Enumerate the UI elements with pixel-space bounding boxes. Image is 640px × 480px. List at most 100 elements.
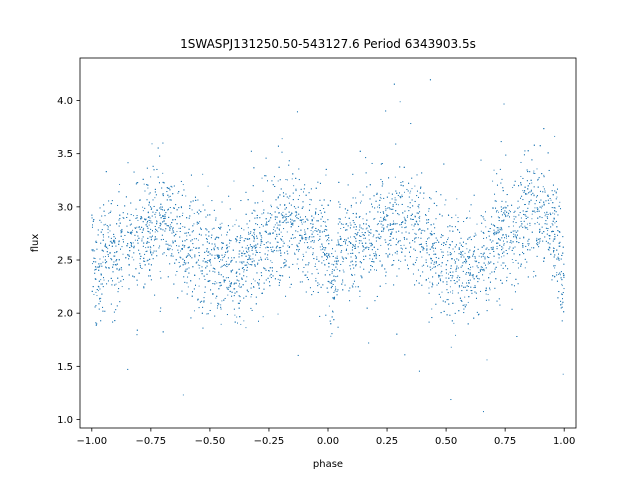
scatter-point	[428, 210, 430, 212]
scatter-point	[357, 231, 359, 233]
scatter-point	[485, 211, 486, 213]
scatter-point	[228, 286, 230, 288]
scatter-point	[431, 230, 433, 232]
scatter-point	[519, 237, 521, 239]
scatter-point	[543, 174, 545, 176]
scatter-point	[94, 272, 96, 274]
scatter-point	[464, 258, 466, 260]
scatter-point	[225, 260, 227, 262]
scatter-point	[486, 359, 488, 361]
scatter-point	[291, 222, 293, 224]
scatter-point	[309, 287, 311, 289]
scatter-point	[320, 249, 322, 251]
scatter-point	[377, 248, 379, 250]
scatter-point	[336, 263, 338, 265]
scatter-point	[528, 244, 529, 246]
scatter-point	[562, 298, 563, 300]
scatter-point	[135, 208, 137, 210]
scatter-point	[122, 217, 124, 219]
scatter-point	[128, 258, 130, 260]
scatter-point	[315, 208, 317, 210]
scatter-point	[259, 233, 261, 235]
scatter-point	[508, 209, 510, 211]
scatter-point	[555, 191, 557, 193]
scatter-point	[300, 234, 302, 236]
scatter-point	[473, 194, 475, 196]
scatter-point	[325, 225, 327, 227]
scatter-point	[483, 279, 485, 281]
scatter-point	[440, 272, 442, 274]
scatter-point	[214, 281, 216, 283]
scatter-point	[411, 218, 413, 220]
scatter-point	[102, 256, 104, 258]
scatter-point	[187, 253, 189, 255]
scatter-point	[392, 208, 394, 210]
scatter-point	[147, 187, 149, 189]
scatter-point	[545, 213, 547, 215]
scatter-point	[506, 276, 508, 278]
scatter-point	[259, 247, 261, 249]
scatter-point	[508, 226, 510, 228]
scatter-point	[199, 264, 201, 266]
scatter-point	[262, 190, 264, 192]
scatter-point	[390, 244, 392, 246]
scatter-point	[226, 234, 228, 236]
scatter-point	[133, 259, 135, 261]
scatter-point	[99, 288, 101, 290]
scatter-point	[292, 263, 294, 265]
scatter-point	[180, 250, 182, 252]
scatter-point	[271, 261, 273, 263]
scatter-point	[341, 256, 343, 258]
scatter-point	[421, 230, 423, 232]
scatter-point	[468, 251, 470, 253]
scatter-point	[105, 243, 107, 245]
scatter-point	[505, 249, 507, 251]
scatter-point	[527, 207, 529, 209]
scatter-point	[130, 244, 132, 246]
scatter-point	[435, 303, 437, 305]
scatter-point	[94, 269, 96, 271]
scatter-point	[214, 271, 216, 273]
scatter-point	[97, 285, 99, 287]
scatter-point	[192, 243, 194, 245]
scatter-point	[428, 254, 430, 256]
scatter-point	[469, 236, 471, 238]
scatter-point	[497, 211, 499, 213]
scatter-point	[137, 219, 139, 221]
scatter-point	[243, 250, 245, 252]
scatter-point	[501, 237, 503, 239]
scatter-point	[453, 259, 455, 261]
scatter-point	[411, 188, 413, 190]
scatter-point	[445, 199, 447, 201]
scatter-point	[270, 249, 272, 251]
scatter-point	[502, 240, 504, 242]
scatter-point	[518, 267, 520, 269]
scatter-point	[460, 251, 462, 253]
scatter-point	[209, 262, 211, 264]
scatter-point	[541, 226, 543, 228]
scatter-point	[497, 216, 499, 218]
scatter-point	[109, 241, 111, 243]
scatter-point	[252, 185, 254, 187]
scatter-point	[460, 253, 462, 255]
scatter-point	[499, 229, 501, 231]
scatter-point	[252, 278, 254, 280]
scatter-point	[193, 223, 195, 225]
scatter-point	[111, 200, 113, 202]
scatter-point	[198, 278, 200, 280]
scatter-point	[370, 245, 372, 247]
scatter-point	[318, 283, 320, 285]
scatter-point	[441, 291, 443, 293]
scatter-point	[308, 237, 310, 239]
scatter-point	[110, 303, 112, 305]
scatter-point	[455, 214, 457, 216]
scatter-point	[355, 265, 357, 267]
scatter-point	[547, 195, 549, 197]
scatter-point	[450, 399, 452, 401]
scatter-point	[494, 193, 496, 195]
scatter-point	[423, 264, 425, 266]
scatter-point	[425, 261, 427, 263]
scatter-point	[275, 247, 277, 249]
scatter-point	[399, 224, 401, 226]
scatter-point	[544, 215, 546, 217]
